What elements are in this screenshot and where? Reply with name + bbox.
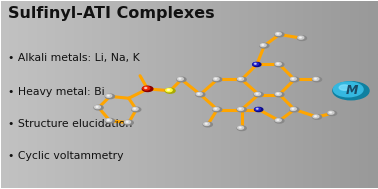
Circle shape	[328, 111, 334, 114]
Circle shape	[126, 121, 128, 122]
Text: • Cyclic voltammetry: • Cyclic voltammetry	[8, 151, 124, 161]
Circle shape	[277, 93, 279, 94]
Circle shape	[238, 77, 243, 80]
Circle shape	[256, 108, 258, 109]
Circle shape	[142, 86, 153, 91]
Circle shape	[166, 89, 172, 92]
Circle shape	[254, 107, 263, 112]
Circle shape	[290, 108, 296, 110]
Circle shape	[328, 111, 337, 115]
Circle shape	[277, 33, 279, 34]
Circle shape	[94, 105, 103, 110]
Circle shape	[313, 115, 319, 118]
Circle shape	[256, 93, 258, 94]
Circle shape	[297, 36, 307, 40]
Text: • Heavy metal: Bi: • Heavy metal: Bi	[8, 87, 105, 97]
Circle shape	[275, 33, 281, 35]
Circle shape	[313, 77, 322, 82]
Circle shape	[333, 82, 369, 100]
Circle shape	[165, 88, 175, 93]
Circle shape	[239, 127, 241, 128]
Circle shape	[215, 78, 217, 79]
Circle shape	[238, 108, 243, 110]
Circle shape	[124, 120, 133, 125]
Circle shape	[213, 77, 222, 82]
Circle shape	[313, 77, 319, 80]
Circle shape	[106, 119, 112, 122]
Circle shape	[292, 78, 294, 79]
Circle shape	[204, 122, 210, 125]
Circle shape	[237, 126, 246, 131]
Circle shape	[237, 77, 246, 82]
Circle shape	[179, 78, 181, 79]
Circle shape	[238, 126, 243, 129]
Circle shape	[196, 92, 205, 97]
Circle shape	[333, 82, 363, 97]
Circle shape	[143, 87, 150, 90]
Circle shape	[213, 77, 219, 80]
Circle shape	[290, 77, 296, 80]
Circle shape	[275, 62, 284, 67]
Circle shape	[203, 122, 212, 127]
Circle shape	[275, 62, 281, 65]
Circle shape	[94, 106, 101, 108]
Circle shape	[239, 108, 241, 109]
Circle shape	[275, 92, 284, 97]
Circle shape	[177, 77, 186, 82]
Circle shape	[107, 95, 109, 96]
Circle shape	[290, 77, 299, 82]
Circle shape	[107, 119, 109, 120]
Circle shape	[275, 32, 284, 37]
Circle shape	[255, 108, 260, 110]
Circle shape	[277, 63, 279, 64]
Circle shape	[106, 94, 112, 97]
Circle shape	[213, 107, 222, 112]
Circle shape	[277, 119, 279, 120]
Circle shape	[254, 63, 256, 64]
Circle shape	[314, 78, 316, 79]
Text: • Alkali metals: Li, Na, K: • Alkali metals: Li, Na, K	[8, 53, 140, 63]
Circle shape	[275, 92, 281, 95]
Text: • Structure elucidation: • Structure elucidation	[8, 119, 132, 129]
Circle shape	[275, 119, 281, 122]
Circle shape	[105, 94, 115, 99]
Circle shape	[167, 89, 169, 90]
Circle shape	[314, 116, 316, 117]
Circle shape	[177, 77, 183, 80]
Circle shape	[132, 107, 141, 112]
Circle shape	[237, 107, 246, 112]
Circle shape	[205, 123, 207, 124]
Circle shape	[196, 92, 202, 95]
Circle shape	[105, 119, 115, 123]
Circle shape	[275, 119, 284, 123]
Circle shape	[330, 112, 332, 113]
Circle shape	[299, 37, 301, 38]
Circle shape	[253, 62, 261, 67]
Circle shape	[290, 107, 299, 112]
Circle shape	[292, 108, 294, 109]
Circle shape	[255, 92, 260, 95]
Circle shape	[125, 121, 130, 124]
Circle shape	[260, 44, 266, 47]
Circle shape	[254, 92, 263, 97]
Circle shape	[239, 78, 241, 79]
Circle shape	[132, 108, 138, 110]
Circle shape	[313, 115, 322, 119]
Circle shape	[134, 108, 136, 109]
Circle shape	[260, 43, 269, 48]
Circle shape	[215, 108, 217, 109]
Circle shape	[198, 93, 200, 94]
Circle shape	[298, 36, 304, 39]
Circle shape	[96, 106, 98, 107]
Circle shape	[253, 63, 259, 65]
Text: M: M	[345, 84, 358, 97]
Text: Sulfinyl-ATI Complexes: Sulfinyl-ATI Complexes	[8, 6, 215, 21]
Circle shape	[339, 85, 350, 90]
Circle shape	[213, 108, 219, 110]
Circle shape	[262, 44, 263, 45]
